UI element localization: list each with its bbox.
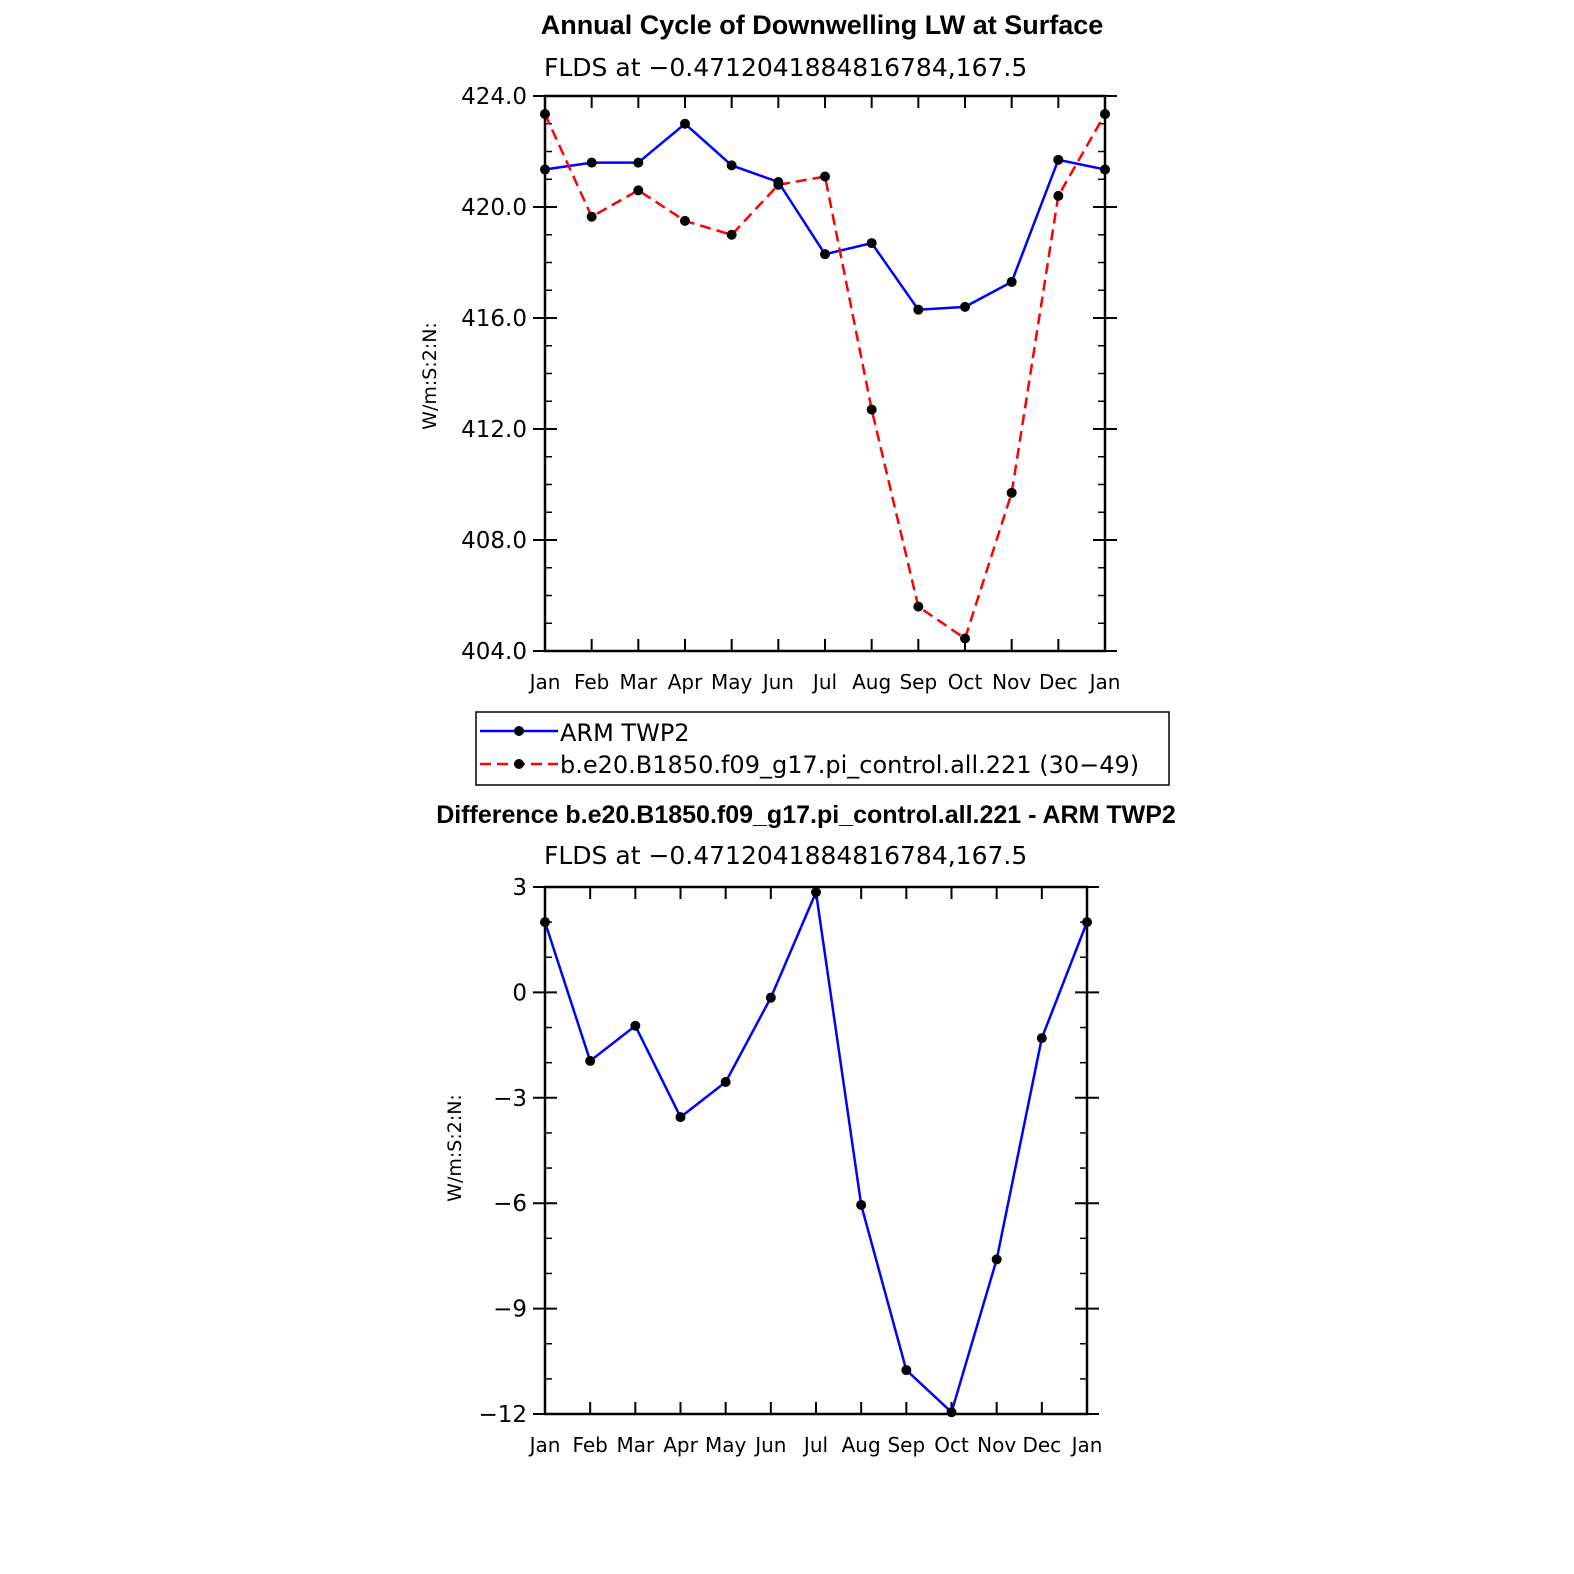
data-point-0 <box>1053 154 1064 165</box>
x-tick-label: Jul <box>802 1433 828 1457</box>
difference-series <box>540 887 1092 1418</box>
legend-label-model: b.e20.B1850.f09_g17.pi_control.all.221 (… <box>560 751 1139 779</box>
x-tick-label: Jul <box>811 670 837 694</box>
x-tick-label: May <box>711 670 753 694</box>
data-point-0 <box>901 1365 912 1376</box>
data-point-1 <box>726 229 737 240</box>
x-tick-label: Jan <box>1088 670 1121 694</box>
x-tick-label: Jan <box>528 670 561 694</box>
data-point-0 <box>1006 276 1017 287</box>
legend-marker-model <box>514 759 524 769</box>
y-tick-label: 420.0 <box>461 195 527 221</box>
annual-cycle-subtitle: FLDS at −0.4712041884816784,167.5 <box>544 53 1027 82</box>
y-tick-label: 424.0 <box>461 84 527 110</box>
x-tick-label: Sep <box>887 1433 925 1457</box>
legend-marker-arm-twp2 <box>514 726 524 736</box>
data-point-0 <box>675 1112 686 1123</box>
series-line-1 <box>543 113 1107 640</box>
series-line-0 <box>544 122 1106 311</box>
difference-subtitle: FLDS at −0.4712041884816784,167.5 <box>544 841 1027 870</box>
annual-cycle-series <box>540 109 1110 644</box>
data-point-0 <box>585 1055 596 1066</box>
data-point-0 <box>1100 164 1110 175</box>
y-tick-label: 412.0 <box>461 417 527 443</box>
legend: ARM TWP2 b.e20.B1850.f09_g17.pi_control.… <box>475 711 1170 786</box>
y-tick-label: 408.0 <box>461 528 527 554</box>
x-tick-label: Mar <box>616 1433 655 1457</box>
data-point-0 <box>1082 917 1092 928</box>
data-point-1 <box>960 633 970 644</box>
x-tick-label: Nov <box>992 670 1031 694</box>
data-point-0 <box>856 1199 867 1210</box>
data-point-0 <box>586 157 597 168</box>
data-point-0 <box>960 301 970 312</box>
annual-cycle-axes: Jan Feb Mar Apr May Jun Jul Aug Sep Oct Nov Dec Jan4… <box>461 84 1120 694</box>
annual-cycle-title: Annual Cycle of Downwelling LW at Surfac… <box>541 10 1104 40</box>
y-tick-label: −9 <box>493 1297 527 1323</box>
x-tick-label: Oct <box>934 1433 969 1457</box>
data-point-0 <box>913 304 924 315</box>
y-tick-label: −6 <box>493 1191 527 1217</box>
data-point-1 <box>866 404 877 415</box>
x-tick-label: Aug <box>852 670 891 694</box>
x-tick-label: Feb <box>572 1433 607 1457</box>
legend-label-arm-twp2: ARM TWP2 <box>560 719 690 747</box>
x-tick-label: Apr <box>663 1433 698 1457</box>
x-tick-label: Oct <box>948 670 983 694</box>
data-point-1 <box>586 211 597 222</box>
data-point-0 <box>540 917 550 928</box>
data-point-0 <box>1036 1033 1047 1044</box>
x-tick-label: May <box>705 1433 747 1457</box>
series-line-0 <box>543 891 1089 1414</box>
difference-ylabel: W/m:S:2:N: <box>444 1094 466 1202</box>
x-tick-label: Mar <box>619 670 658 694</box>
data-point-0 <box>720 1076 731 1087</box>
plot-frame <box>543 885 1089 1416</box>
data-point-1 <box>1100 109 1110 120</box>
data-point-1 <box>1053 190 1064 201</box>
x-tick-label: Jun <box>761 670 794 694</box>
x-tick-label: Jan <box>1070 1433 1103 1457</box>
difference-panel: Difference b.e20.B1850.f09_g17.pi_contro… <box>436 801 1176 1457</box>
annual-cycle-ylabel: W/m:S:2:N: <box>419 322 441 430</box>
x-tick-label: Sep <box>899 670 937 694</box>
y-tick-label: 404.0 <box>461 639 527 665</box>
data-point-0 <box>540 164 550 175</box>
data-point-1 <box>633 185 644 196</box>
y-tick-label: 0 <box>512 980 527 1006</box>
x-tick-label: Feb <box>574 670 609 694</box>
x-tick-label: Jun <box>753 1433 786 1457</box>
data-point-0 <box>811 887 821 898</box>
x-tick-label: Apr <box>668 670 703 694</box>
y-tick-label: −12 <box>478 1402 527 1428</box>
data-point-0 <box>946 1407 957 1418</box>
difference-title: Difference b.e20.B1850.f09_g17.pi_contro… <box>436 801 1176 829</box>
data-point-0 <box>765 992 776 1003</box>
x-tick-label: Jan <box>528 1433 561 1457</box>
data-point-0 <box>633 157 644 168</box>
x-tick-label: Dec <box>1039 670 1078 694</box>
y-tick-label: −3 <box>493 1086 527 1112</box>
x-tick-label: Aug <box>842 1433 881 1457</box>
difference-axes: Jan Feb Mar Apr May Jun Jul Aug Sep Oct Nov Dec Jan−… <box>478 875 1102 1457</box>
data-point-1 <box>820 171 830 182</box>
data-point-1 <box>680 215 690 226</box>
data-point-1 <box>1006 487 1017 498</box>
y-tick-label: 3 <box>512 875 527 901</box>
data-point-0 <box>630 1020 641 1031</box>
y-tick-label: 416.0 <box>461 306 527 332</box>
data-point-0 <box>820 249 830 260</box>
data-point-1 <box>913 601 924 612</box>
x-tick-label: Nov <box>977 1433 1016 1457</box>
data-point-0 <box>680 118 690 129</box>
data-point-1 <box>540 109 550 120</box>
data-point-0 <box>866 238 877 249</box>
annual-cycle-panel: Annual Cycle of Downwelling LW at Surfac… <box>419 10 1120 694</box>
legend-box <box>475 711 1170 786</box>
x-tick-label: Dec <box>1022 1433 1061 1457</box>
data-point-0 <box>726 160 737 171</box>
data-point-0 <box>991 1254 1002 1265</box>
data-point-1 <box>773 179 784 190</box>
